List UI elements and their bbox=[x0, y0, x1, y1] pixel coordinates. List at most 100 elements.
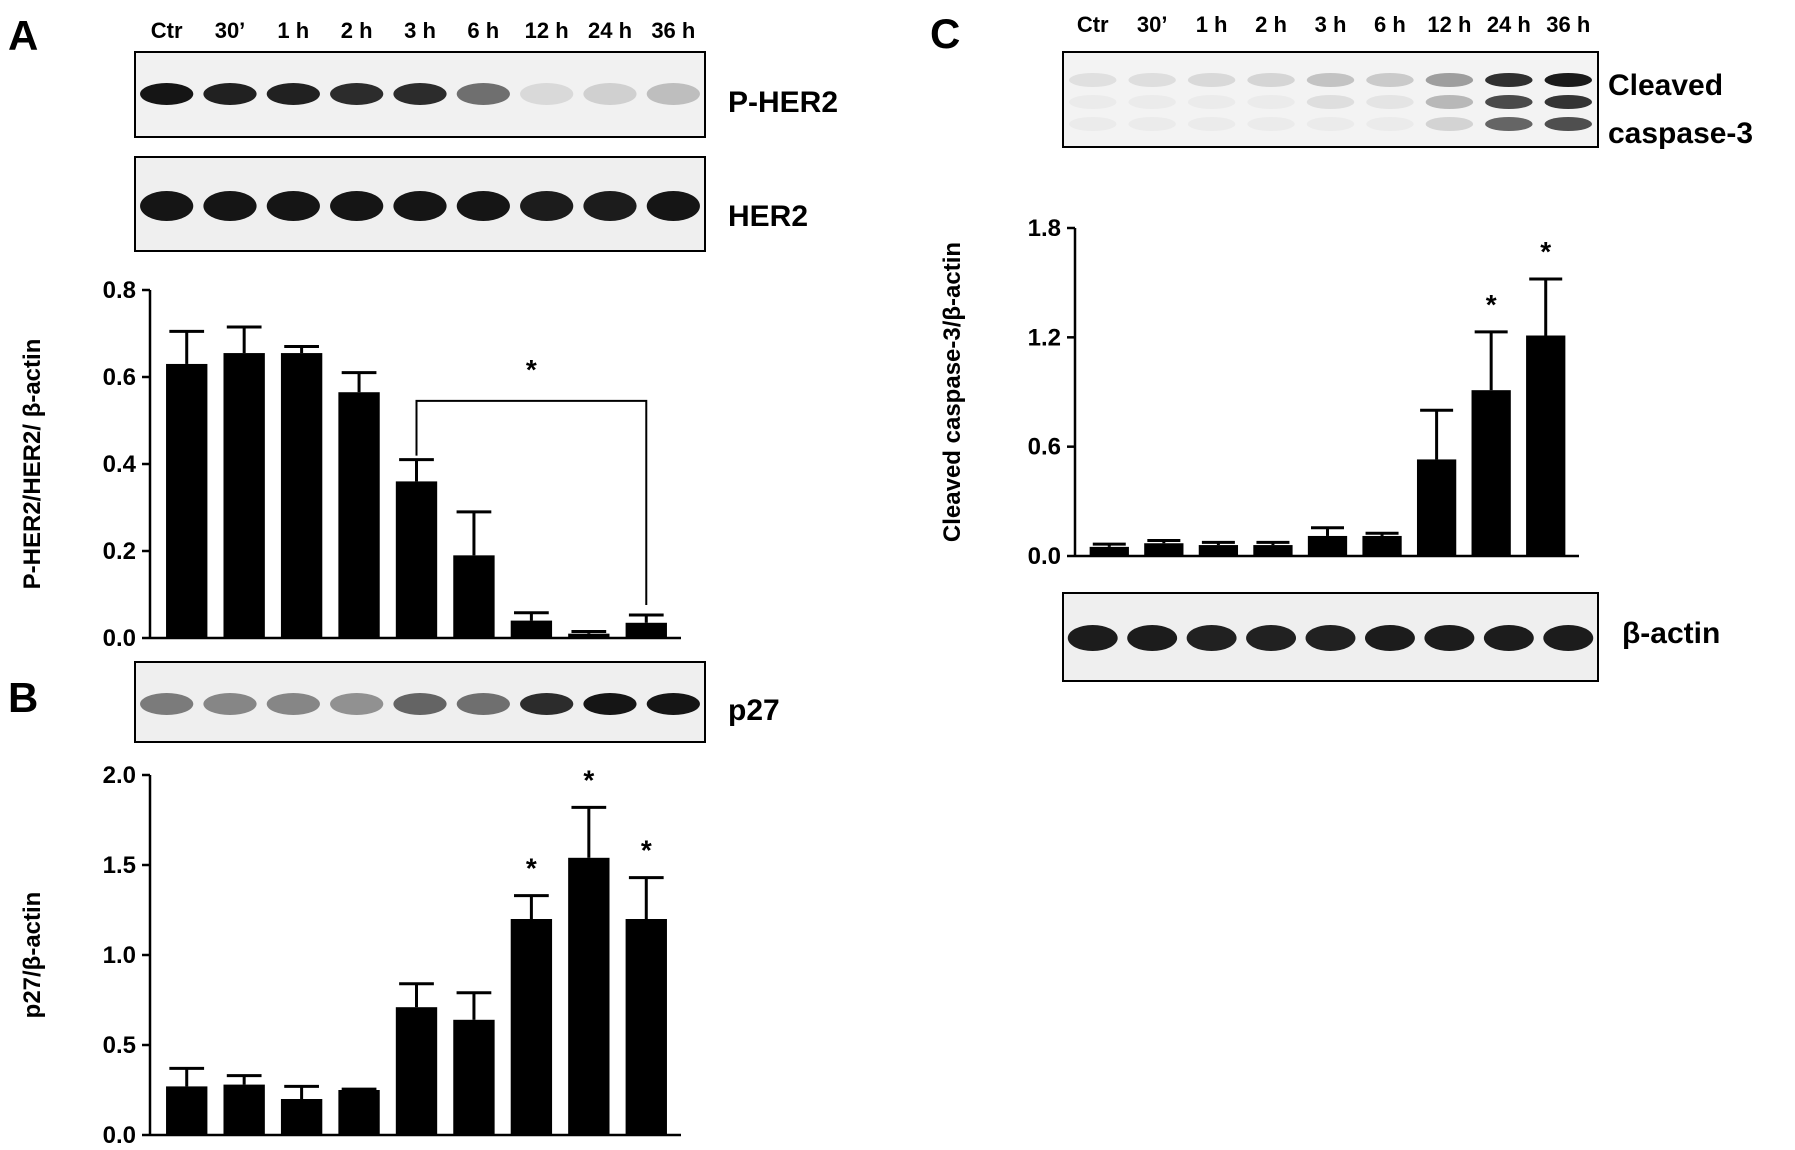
p_her2-band-3 bbox=[330, 83, 384, 105]
bar-B-6 bbox=[510, 919, 553, 1135]
her2-label: HER2 bbox=[728, 200, 808, 233]
cleaved_caspase3-band-2-2 bbox=[1187, 117, 1236, 131]
bar-C-4 bbox=[1307, 535, 1348, 556]
beta_actin-band-1 bbox=[1127, 625, 1178, 651]
bar-A-3 bbox=[338, 392, 380, 638]
c-lane-label-1: 30’ bbox=[1137, 12, 1168, 37]
beta_actin-band-8 bbox=[1543, 625, 1594, 651]
bar-C-1 bbox=[1144, 543, 1184, 556]
bar-B-0 bbox=[166, 1086, 208, 1135]
significance-star-B-0: * bbox=[526, 853, 537, 884]
bar-C-6 bbox=[1416, 459, 1457, 556]
cleaved_caspase3-band-2-1 bbox=[1187, 95, 1236, 109]
p27-band-8 bbox=[646, 693, 700, 715]
bar-B-4 bbox=[395, 1007, 438, 1135]
cleaved_caspase3-band-1-2 bbox=[1128, 117, 1176, 131]
p_her2-band-4 bbox=[393, 83, 447, 105]
p_her2-band-2 bbox=[266, 83, 320, 105]
beta-actin-label: β-actin bbox=[1622, 617, 1720, 650]
cleaved_caspase3-band-4-2 bbox=[1306, 117, 1355, 131]
cleaved_caspase3-band-0-2 bbox=[1068, 117, 1117, 131]
cleaved_caspase3-band-7-0 bbox=[1485, 73, 1533, 87]
cleaved_caspase3-band-6-1 bbox=[1425, 95, 1474, 109]
p27-band-2 bbox=[266, 693, 320, 715]
chart-a: 0.0 0.2 0.4 0.6 0.8 P-HER2/HER2/ β-actin * bbox=[19, 277, 681, 652]
cleaved_caspase3-band-6-2 bbox=[1425, 117, 1474, 131]
y-tick-label-B-0: 0.0 bbox=[103, 1122, 136, 1149]
cleaved_caspase3-band-5-0 bbox=[1366, 73, 1414, 87]
p27-band-6 bbox=[520, 693, 574, 715]
y-tick-label-A-3: 0.6 bbox=[103, 364, 136, 391]
her2-band-2 bbox=[266, 191, 320, 221]
her2-blot bbox=[134, 156, 706, 252]
p27-band-4 bbox=[393, 693, 447, 715]
bar-C-3 bbox=[1253, 545, 1293, 556]
panel-letter-c: C bbox=[930, 10, 960, 57]
cleaved_caspase3-band-3-1 bbox=[1247, 95, 1295, 109]
significance-star-C-0: * bbox=[1486, 289, 1497, 320]
c-lane-label-2: 1 h bbox=[1196, 12, 1228, 37]
p_her2-band-6 bbox=[520, 83, 574, 105]
panel-letter-b: B bbox=[8, 674, 38, 721]
cleaved_caspase3-band-8-2 bbox=[1544, 117, 1593, 131]
p_her2-band-5 bbox=[456, 83, 510, 105]
y-tick-label-B-3: 1.5 bbox=[103, 852, 136, 879]
a-lane-label-6: 12 h bbox=[525, 18, 569, 43]
bar-C-0 bbox=[1089, 546, 1129, 556]
bar-B-5 bbox=[453, 1019, 495, 1135]
bar-C-2 bbox=[1198, 545, 1239, 556]
c-lane-label-5: 6 h bbox=[1374, 12, 1406, 37]
bar-A-6 bbox=[510, 620, 553, 638]
cleaved_caspase3-band-5-1 bbox=[1366, 95, 1414, 109]
p27-blot bbox=[134, 661, 706, 743]
p27-band-3 bbox=[330, 693, 384, 715]
bar-B-3 bbox=[338, 1090, 380, 1135]
her2-band-0 bbox=[140, 191, 194, 221]
c-lane-label-3: 2 h bbox=[1255, 12, 1287, 37]
caspase-3-label-line2: caspase-3 bbox=[1608, 117, 1753, 150]
cleaved-caspase-3-blot bbox=[1062, 51, 1599, 148]
p27-band-1 bbox=[203, 693, 257, 715]
a-lane-label-5: 6 h bbox=[467, 18, 499, 43]
cleaved_caspase3-band-8-1 bbox=[1544, 95, 1593, 109]
p_her2-band-7 bbox=[583, 83, 637, 105]
beta_actin-band-7 bbox=[1483, 625, 1534, 651]
c-lane-label-6: 12 h bbox=[1427, 12, 1471, 37]
bar-A-1 bbox=[223, 353, 265, 638]
y-tick-label-B-2: 1.0 bbox=[103, 942, 136, 969]
significance-star-B-2: * bbox=[641, 835, 652, 866]
c-lane-label-0: Ctr bbox=[1077, 12, 1109, 37]
cleaved_caspase3-band-0-1 bbox=[1068, 95, 1117, 109]
y-tick-label-C-3: 1.8 bbox=[1028, 215, 1061, 242]
cleaved_caspase3-band-3-2 bbox=[1247, 117, 1295, 131]
her2-band-6 bbox=[520, 191, 574, 221]
y-tick-label-B-4: 2.0 bbox=[103, 762, 136, 789]
bar-B-1 bbox=[223, 1084, 265, 1135]
p-her2-label: P-HER2 bbox=[728, 86, 838, 119]
p27-band-5 bbox=[456, 693, 510, 715]
a-lane-label-7: 24 h bbox=[588, 18, 632, 43]
cleaved_caspase3-band-7-1 bbox=[1485, 95, 1533, 109]
significance-star-C-1: * bbox=[1540, 236, 1551, 267]
cleaved_caspase3-band-5-2 bbox=[1366, 117, 1414, 131]
cleaved_caspase3-band-3-0 bbox=[1247, 73, 1295, 87]
a-lane-label-4: 3 h bbox=[404, 18, 436, 43]
beta-actin-blot bbox=[1062, 592, 1599, 682]
p_her2-band-1 bbox=[203, 83, 257, 105]
bar-A-0 bbox=[166, 363, 208, 638]
a-lane-label-2: 1 h bbox=[277, 18, 309, 43]
a-lane-label-8: 36 h bbox=[651, 18, 695, 43]
bar-B-7 bbox=[568, 857, 610, 1135]
cleaved_caspase3-band-7-2 bbox=[1485, 117, 1533, 131]
cleaved_caspase3-band-0-0 bbox=[1068, 73, 1117, 87]
cleaved-label-line1: Cleaved bbox=[1608, 69, 1723, 102]
beta_actin-band-3 bbox=[1246, 625, 1297, 651]
her2-band-3 bbox=[330, 191, 384, 221]
y-tick-label-B-1: 0.5 bbox=[103, 1032, 136, 1059]
cleaved_caspase3-band-8-0 bbox=[1544, 73, 1593, 87]
a-lane-label-1: 30’ bbox=[215, 18, 246, 43]
y-tick-label-A-4: 0.8 bbox=[103, 277, 136, 304]
c-lane-label-7: 24 h bbox=[1487, 12, 1531, 37]
cleaved_caspase3-band-1-1 bbox=[1128, 95, 1176, 109]
